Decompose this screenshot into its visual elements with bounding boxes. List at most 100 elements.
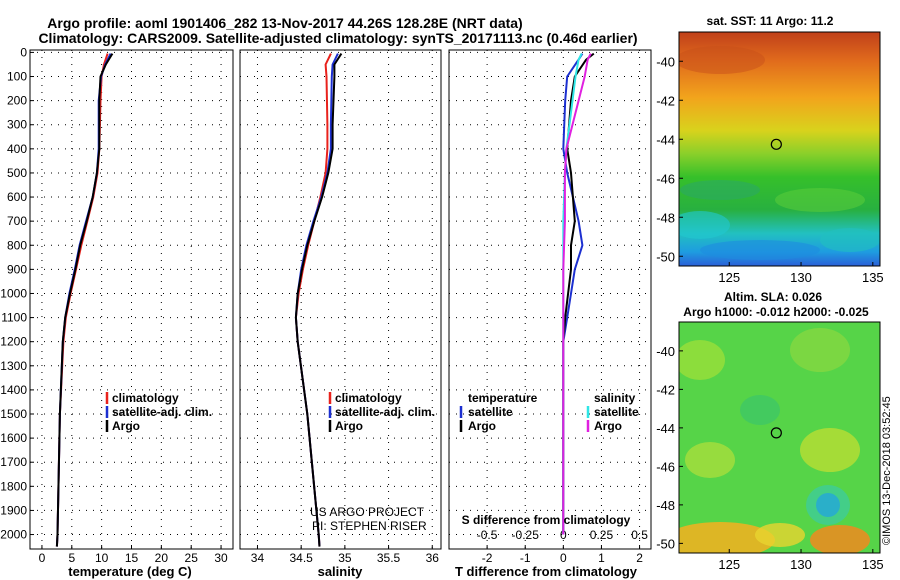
map-x-tick-label: 125 <box>718 557 740 572</box>
title-line-1: Argo profile: aoml 1901406_282 13-Nov-20… <box>47 15 522 31</box>
depth-tick-label: 1500 <box>0 407 27 421</box>
map-y-tick-label: -40 <box>656 54 675 69</box>
x-tick-label: 30 <box>214 551 228 565</box>
difference-grid <box>449 50 651 549</box>
depth-tick-label: 600 <box>7 190 27 204</box>
sst-map-axes: 125 130 135 -40 -42 -44 -46 -48 -50 <box>656 54 883 285</box>
sst-patch <box>680 180 760 200</box>
map-y-tick-label: -42 <box>656 93 675 108</box>
depth-tick-label: 800 <box>7 238 27 252</box>
map-y-tick-label: -42 <box>656 382 675 397</box>
legend-salinity-title: salinity <box>594 391 636 405</box>
temperature-lines <box>55 53 114 547</box>
x-tick-label: 36 <box>426 551 440 565</box>
map-y-tick-label: -46 <box>656 459 675 474</box>
map-x-tick-label: 130 <box>790 557 812 572</box>
sst-heatmap <box>679 32 880 266</box>
series-line <box>562 53 592 535</box>
depth-tick-label: 1900 <box>0 503 27 517</box>
x-tick-label: 10 <box>95 551 109 565</box>
x-tick-label: 20 <box>155 551 169 565</box>
difference-legend: temperature satellite Argo salinity sate… <box>459 391 639 433</box>
map-x-tick-label: 135 <box>862 557 884 572</box>
map-y-tick-label: -46 <box>656 171 675 186</box>
difference-lines <box>562 52 595 535</box>
sla-patch <box>810 525 870 553</box>
x-tick-label: 35 <box>338 551 352 565</box>
map-y-tick-label: -48 <box>656 210 675 225</box>
credit-line-2: PI: STEPHEN RISER <box>312 519 427 533</box>
sla-heatmap <box>679 322 880 553</box>
map-y-tick-label: -48 <box>656 498 675 513</box>
temperature-panel: 0100200300400500600700800900100011001200… <box>0 45 234 579</box>
temperature-legend: climatology satellite-adj. clim. Argo <box>105 391 212 433</box>
legend-argo-label: Argo <box>112 419 140 433</box>
timestamp: ©IMOS 13-Dec-2018 03:52:45 <box>881 396 893 545</box>
series-line <box>294 53 343 547</box>
x-tick-label: 15 <box>125 551 139 565</box>
x-tick-label: -1 <box>520 551 531 565</box>
legend-sal-satellite-label: satellite <box>594 405 639 419</box>
map-y-tick-label: -44 <box>656 421 675 436</box>
depth-tick-label: 500 <box>7 166 27 180</box>
top-tick-label: -0.25 <box>512 528 540 542</box>
x-tick-label: 0 <box>560 551 567 565</box>
sla-patch <box>679 340 725 380</box>
salinity-x-label: salinity <box>318 564 364 579</box>
depth-tick-label: 100 <box>7 70 27 84</box>
x-tick-label: 25 <box>185 551 199 565</box>
depth-axis: 0 100 200 300 400 500 600 700 800 900 1000 1100 1200… <box>0 45 34 542</box>
sst-patch <box>700 240 820 260</box>
salinity-legend: climatology satellite-adj. clim. Argo <box>328 391 435 433</box>
sst-map-title: sat. SST: 11 Argo: 11.2 <box>707 14 834 28</box>
argo-location-marker <box>770 427 782 439</box>
depth-tick-label: 900 <box>7 262 27 276</box>
x-tick-label: -2 <box>482 551 493 565</box>
depth-tick-label: 2000 <box>0 528 27 542</box>
argo-location-marker <box>770 138 782 150</box>
sla-patch <box>790 328 850 372</box>
depth-tick-label: 1700 <box>0 455 27 469</box>
difference-x-axis: -2 -1 0 1 2 <box>482 545 643 565</box>
difference-x-label: T difference from climatology <box>455 564 638 579</box>
depth-tick-label: 400 <box>7 142 27 156</box>
map-y-tick-label: -50 <box>656 536 675 551</box>
map-y-tick-label: -40 <box>656 344 675 359</box>
top-tick-label: -0.5 <box>477 528 498 542</box>
legend-sal-argo-label: Argo <box>594 419 622 433</box>
sla-map-axes: 125 130 135 -40 -42 -44 -46 -48 -50 <box>656 344 883 572</box>
depth-tick-label: 700 <box>7 214 27 228</box>
x-tick-label: 34.5 <box>289 551 313 565</box>
sst-map-frame <box>678 31 881 267</box>
salinity-panel: 34 34.5 35 35.5 36 salinity climatology sate… <box>239 49 442 579</box>
depth-tick-label: 1200 <box>0 335 27 349</box>
legend-climatology-label: climatology <box>335 391 402 405</box>
legend-argo-label: Argo <box>335 419 363 433</box>
title-line-2: Climatology: CARS2009. Satellite-adjuste… <box>38 30 637 46</box>
sla-patch <box>685 442 735 478</box>
sla-patch <box>800 428 860 472</box>
map-y-tick-label: -44 <box>656 132 675 147</box>
credit-line-1: US ARGO PROJECT <box>310 505 425 519</box>
sla-patch <box>679 522 775 553</box>
map-x-tick-label: 130 <box>790 270 812 285</box>
x-tick-label: 34 <box>251 551 265 565</box>
salinity-x-axis: 34 34.5 35 35.5 36 <box>251 545 439 565</box>
legend-satellite-label: satellite-adj. clim. <box>335 405 435 419</box>
series-line <box>55 53 114 547</box>
depth-tick-label: 1400 <box>0 383 27 397</box>
temperature-x-label: temperature (deg C) <box>68 564 192 579</box>
map-y-tick-label: -50 <box>656 249 675 264</box>
x-tick-label: 0 <box>39 551 46 565</box>
sla-map-subtitle: Argo h1000: -0.012 h2000: -0.025 <box>683 305 869 319</box>
sla-map-panel: Altim. SLA: 0.026 Argo h1000: -0.012 h20… <box>656 290 883 572</box>
temperature-x-axis: 0 5 10 15 20 25 30 <box>39 545 228 565</box>
difference-top-axis: -0.5 -0.25 0 0.25 0.5 <box>477 528 648 542</box>
depth-tick-label: 300 <box>7 118 27 132</box>
x-tick-label: 1 <box>598 551 605 565</box>
temperature-axes-box <box>29 49 234 550</box>
difference-top-label: S difference from climatology <box>462 513 631 527</box>
top-tick-label: 0.5 <box>631 528 648 542</box>
top-tick-label: 0 <box>560 528 567 542</box>
legend-temp-argo-label: Argo <box>468 419 496 433</box>
